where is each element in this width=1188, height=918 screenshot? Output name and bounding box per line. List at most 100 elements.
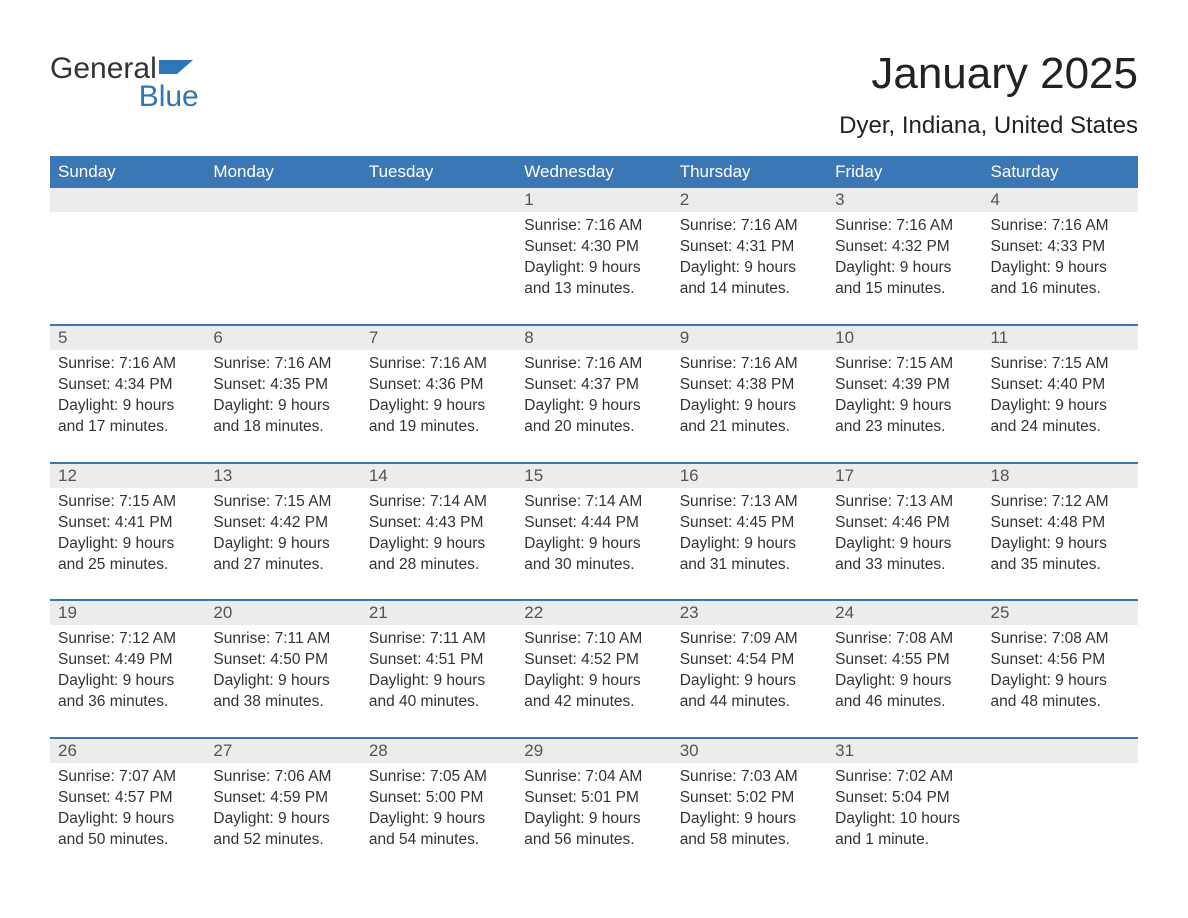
day-number: 16 — [672, 464, 827, 488]
daylight-text: Daylight: 9 hours and 13 minutes. — [524, 258, 663, 300]
week-row: 12Sunrise: 7:15 AMSunset: 4:41 PMDayligh… — [50, 462, 1138, 600]
day-details: Sunrise: 7:16 AMSunset: 4:33 PMDaylight:… — [983, 212, 1138, 300]
sunrise-text: Sunrise: 7:16 AM — [680, 216, 819, 237]
sunrise-text: Sunrise: 7:16 AM — [213, 354, 352, 375]
sunrise-text: Sunrise: 7:07 AM — [58, 767, 197, 788]
calendar-cell: 1Sunrise: 7:16 AMSunset: 4:30 PMDaylight… — [516, 188, 671, 324]
day-number: 3 — [827, 188, 982, 212]
day-details: Sunrise: 7:04 AMSunset: 5:01 PMDaylight:… — [516, 763, 671, 851]
logo-word-2: Blue — [50, 82, 199, 112]
day-details: Sunrise: 7:08 AMSunset: 4:56 PMDaylight:… — [983, 625, 1138, 713]
day-details: Sunrise: 7:03 AMSunset: 5:02 PMDaylight:… — [672, 763, 827, 851]
daylight-text: Daylight: 9 hours and 42 minutes. — [524, 671, 663, 713]
week-row: 26Sunrise: 7:07 AMSunset: 4:57 PMDayligh… — [50, 737, 1138, 875]
week-row: 1Sunrise: 7:16 AMSunset: 4:30 PMDaylight… — [50, 188, 1138, 324]
week-row: 5Sunrise: 7:16 AMSunset: 4:34 PMDaylight… — [50, 324, 1138, 462]
calendar-cell: 20Sunrise: 7:11 AMSunset: 4:50 PMDayligh… — [205, 601, 360, 737]
logo: General Blue — [50, 50, 199, 112]
sunset-text: Sunset: 4:51 PM — [369, 650, 508, 671]
day-number: 6 — [205, 326, 360, 350]
daylight-text: Daylight: 9 hours and 48 minutes. — [991, 671, 1130, 713]
sunset-text: Sunset: 4:43 PM — [369, 513, 508, 534]
day-details — [50, 212, 205, 216]
sunset-text: Sunset: 4:34 PM — [58, 375, 197, 396]
day-details — [205, 212, 360, 216]
day-number: 15 — [516, 464, 671, 488]
day-details: Sunrise: 7:16 AMSunset: 4:32 PMDaylight:… — [827, 212, 982, 300]
calendar-cell: 18Sunrise: 7:12 AMSunset: 4:48 PMDayligh… — [983, 464, 1138, 600]
day-details: Sunrise: 7:06 AMSunset: 4:59 PMDaylight:… — [205, 763, 360, 851]
day-details: Sunrise: 7:12 AMSunset: 4:48 PMDaylight:… — [983, 488, 1138, 576]
calendar-cell — [205, 188, 360, 324]
daylight-text: Daylight: 9 hours and 24 minutes. — [991, 396, 1130, 438]
sunset-text: Sunset: 4:57 PM — [58, 788, 197, 809]
day-details: Sunrise: 7:09 AMSunset: 4:54 PMDaylight:… — [672, 625, 827, 713]
calendar-cell: 13Sunrise: 7:15 AMSunset: 4:42 PMDayligh… — [205, 464, 360, 600]
sunrise-text: Sunrise: 7:04 AM — [524, 767, 663, 788]
calendar-cell: 14Sunrise: 7:14 AMSunset: 4:43 PMDayligh… — [361, 464, 516, 600]
sunset-text: Sunset: 5:01 PM — [524, 788, 663, 809]
calendar-cell: 26Sunrise: 7:07 AMSunset: 4:57 PMDayligh… — [50, 739, 205, 875]
calendar-cell: 8Sunrise: 7:16 AMSunset: 4:37 PMDaylight… — [516, 326, 671, 462]
daylight-text: Daylight: 9 hours and 28 minutes. — [369, 534, 508, 576]
day-details: Sunrise: 7:15 AMSunset: 4:39 PMDaylight:… — [827, 350, 982, 438]
sunset-text: Sunset: 5:04 PM — [835, 788, 974, 809]
day-number: 2 — [672, 188, 827, 212]
sunset-text: Sunset: 4:48 PM — [991, 513, 1130, 534]
day-details: Sunrise: 7:16 AMSunset: 4:35 PMDaylight:… — [205, 350, 360, 438]
sunset-text: Sunset: 4:41 PM — [58, 513, 197, 534]
day-details: Sunrise: 7:16 AMSunset: 4:37 PMDaylight:… — [516, 350, 671, 438]
sunrise-text: Sunrise: 7:13 AM — [680, 492, 819, 513]
daylight-text: Daylight: 9 hours and 14 minutes. — [680, 258, 819, 300]
sunset-text: Sunset: 4:42 PM — [213, 513, 352, 534]
day-details: Sunrise: 7:15 AMSunset: 4:42 PMDaylight:… — [205, 488, 360, 576]
weekday-header: Sunday — [50, 156, 205, 188]
day-details: Sunrise: 7:16 AMSunset: 4:30 PMDaylight:… — [516, 212, 671, 300]
daylight-text: Daylight: 9 hours and 19 minutes. — [369, 396, 508, 438]
day-details: Sunrise: 7:07 AMSunset: 4:57 PMDaylight:… — [50, 763, 205, 851]
weekday-header-row: SundayMondayTuesdayWednesdayThursdayFrid… — [50, 156, 1138, 188]
sunrise-text: Sunrise: 7:15 AM — [213, 492, 352, 513]
calendar-cell: 12Sunrise: 7:15 AMSunset: 4:41 PMDayligh… — [50, 464, 205, 600]
day-details — [983, 763, 1138, 767]
day-details: Sunrise: 7:11 AMSunset: 4:50 PMDaylight:… — [205, 625, 360, 713]
sunset-text: Sunset: 4:45 PM — [680, 513, 819, 534]
calendar-cell — [361, 188, 516, 324]
daylight-text: Daylight: 9 hours and 21 minutes. — [680, 396, 819, 438]
sunrise-text: Sunrise: 7:14 AM — [369, 492, 508, 513]
day-number — [361, 188, 516, 212]
sunrise-text: Sunrise: 7:12 AM — [58, 629, 197, 650]
sunrise-text: Sunrise: 7:16 AM — [991, 216, 1130, 237]
calendar-cell: 23Sunrise: 7:09 AMSunset: 4:54 PMDayligh… — [672, 601, 827, 737]
day-details: Sunrise: 7:15 AMSunset: 4:41 PMDaylight:… — [50, 488, 205, 576]
day-details: Sunrise: 7:08 AMSunset: 4:55 PMDaylight:… — [827, 625, 982, 713]
day-number: 24 — [827, 601, 982, 625]
day-details: Sunrise: 7:14 AMSunset: 4:44 PMDaylight:… — [516, 488, 671, 576]
day-number: 19 — [50, 601, 205, 625]
day-details: Sunrise: 7:14 AMSunset: 4:43 PMDaylight:… — [361, 488, 516, 576]
sunrise-text: Sunrise: 7:16 AM — [524, 354, 663, 375]
sunrise-text: Sunrise: 7:11 AM — [369, 629, 508, 650]
calendar-cell: 21Sunrise: 7:11 AMSunset: 4:51 PMDayligh… — [361, 601, 516, 737]
weekday-header: Thursday — [672, 156, 827, 188]
calendar-cell: 5Sunrise: 7:16 AMSunset: 4:34 PMDaylight… — [50, 326, 205, 462]
sunset-text: Sunset: 4:49 PM — [58, 650, 197, 671]
day-details: Sunrise: 7:16 AMSunset: 4:31 PMDaylight:… — [672, 212, 827, 300]
day-details: Sunrise: 7:16 AMSunset: 4:36 PMDaylight:… — [361, 350, 516, 438]
sunrise-text: Sunrise: 7:15 AM — [835, 354, 974, 375]
daylight-text: Daylight: 9 hours and 46 minutes. — [835, 671, 974, 713]
daylight-text: Daylight: 9 hours and 38 minutes. — [213, 671, 352, 713]
sunset-text: Sunset: 4:35 PM — [213, 375, 352, 396]
day-details: Sunrise: 7:05 AMSunset: 5:00 PMDaylight:… — [361, 763, 516, 851]
sunrise-text: Sunrise: 7:10 AM — [524, 629, 663, 650]
calendar-cell: 9Sunrise: 7:16 AMSunset: 4:38 PMDaylight… — [672, 326, 827, 462]
sunset-text: Sunset: 4:56 PM — [991, 650, 1130, 671]
sunset-text: Sunset: 4:50 PM — [213, 650, 352, 671]
daylight-text: Daylight: 9 hours and 27 minutes. — [213, 534, 352, 576]
day-number: 1 — [516, 188, 671, 212]
day-number: 12 — [50, 464, 205, 488]
day-number: 27 — [205, 739, 360, 763]
calendar-cell — [50, 188, 205, 324]
daylight-text: Daylight: 9 hours and 50 minutes. — [58, 809, 197, 851]
daylight-text: Daylight: 9 hours and 56 minutes. — [524, 809, 663, 851]
